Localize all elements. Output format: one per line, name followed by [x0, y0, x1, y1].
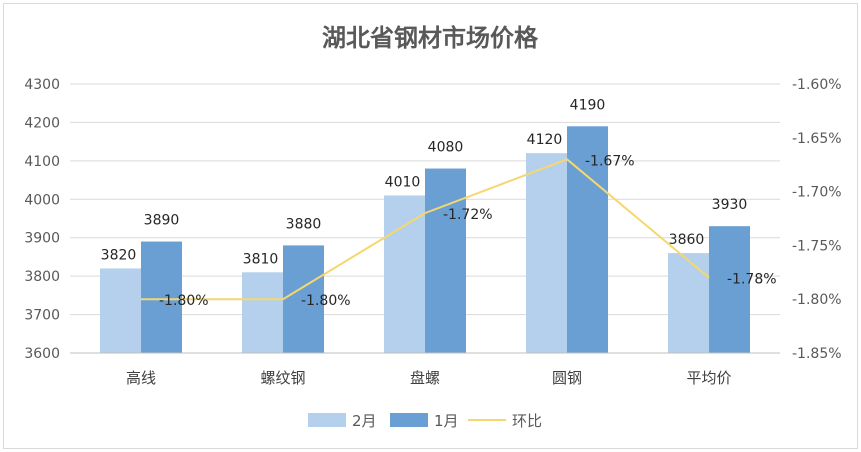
- bar-data-label: 3930: [712, 197, 748, 213]
- legend-label: 1月: [434, 412, 459, 430]
- y-right-tick-label: -1.85%: [792, 346, 842, 362]
- y-right-tick-label: -1.75%: [792, 238, 842, 254]
- bar-data-label: 4190: [570, 97, 606, 113]
- bar-data-label: 3890: [144, 213, 180, 229]
- legend-swatch-1月: [390, 413, 428, 427]
- line-data-label: -1.80%: [301, 293, 351, 309]
- y-left-tick-label: 3700: [24, 308, 60, 324]
- bar-data-label: 4010: [385, 174, 421, 190]
- x-tick-label: 圆钢: [552, 369, 582, 387]
- legend-label: 环比: [512, 412, 542, 430]
- bar-data-label: 3810: [243, 251, 279, 267]
- x-tick-label: 盘螺: [410, 369, 440, 387]
- bar-1月-平均价: [709, 226, 750, 353]
- y-left-tick-label: 3800: [24, 269, 60, 285]
- bars: [100, 126, 750, 354]
- chart-title: 湖北省钢材市场价格: [322, 24, 539, 52]
- data-labels: 3820 3810 4010 4120 3860 3890 3880 4080 4190 3930…: [101, 97, 777, 309]
- bar-2月-平均价: [668, 253, 709, 353]
- line-data-label: -1.80%: [159, 293, 209, 309]
- axes: 3600 3700 3800 3900 4000 4100 4200 4300 -1.85% -1…: [24, 77, 841, 387]
- bar-2月-高线: [100, 268, 141, 353]
- legend: 2月 1月 环比: [308, 412, 542, 430]
- bar-data-label: 4080: [428, 140, 464, 156]
- bar-1月-螺纹钢: [283, 245, 324, 353]
- y-left-tick-label: 4200: [24, 115, 60, 131]
- line-data-label: -1.72%: [443, 207, 493, 223]
- legend-label: 2月: [352, 412, 377, 430]
- bar-data-label: 4120: [527, 132, 563, 148]
- bar-data-label: 3820: [101, 247, 137, 263]
- line-data-label: -1.67%: [585, 153, 635, 169]
- y-left-tick-label: 3900: [24, 231, 60, 247]
- legend-swatch-2月: [308, 413, 346, 427]
- y-left-tick-label: 4100: [24, 154, 60, 170]
- x-tick-label: 平均价: [686, 369, 731, 387]
- y-right-tick-label: -1.60%: [792, 77, 842, 93]
- y-right-tick-label: -1.70%: [792, 185, 842, 201]
- bar-data-label: 3880: [286, 216, 322, 232]
- bar-2月-盘螺: [384, 195, 425, 353]
- x-tick-label: 高线: [126, 369, 156, 387]
- bar-data-label: 3860: [669, 232, 705, 248]
- bar-1月-盘螺: [425, 168, 466, 353]
- y-left-tick-label: 4000: [24, 192, 60, 208]
- bar-2月-螺纹钢: [242, 272, 283, 353]
- x-tick-label: 螺纹钢: [260, 369, 305, 387]
- line-data-label: -1.78%: [727, 272, 777, 288]
- bar-2月-圆钢: [526, 153, 567, 353]
- y-left-tick-label: 4300: [24, 77, 60, 93]
- y-right-tick-label: -1.80%: [792, 292, 842, 308]
- y-right-tick-label: -1.65%: [792, 131, 842, 147]
- y-left-tick-label: 3600: [24, 346, 60, 362]
- bar-1月-高线: [141, 241, 182, 353]
- line-series: [140, 158, 710, 301]
